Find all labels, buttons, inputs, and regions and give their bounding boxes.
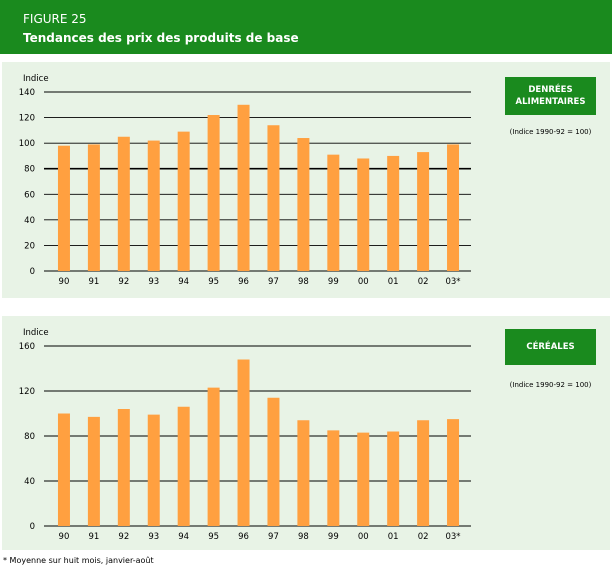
- chart-cereals: Indice 0 40 80 120 160 90 91 92 93 94 95 96 97 98 99 00 0…: [19, 328, 471, 542]
- bar-91: [87, 144, 100, 271]
- bar-02: [417, 152, 430, 271]
- x-tick-label: 97: [268, 532, 279, 542]
- x-tick-label: 03*: [445, 277, 460, 287]
- bar-93: [147, 140, 160, 271]
- bar-94: [177, 131, 190, 271]
- x-tick-label: 95: [208, 532, 219, 542]
- y-tick-label: 40: [24, 477, 35, 487]
- y-tick-label: 0: [30, 267, 35, 277]
- x-tick-label: 99: [328, 277, 339, 287]
- bar-97: [267, 125, 280, 271]
- footnote: * Moyenne sur huit mois, janvier-août: [3, 556, 154, 565]
- y-tick-label: 20: [24, 241, 35, 251]
- y-axis-label: Indice: [23, 328, 49, 338]
- bar-98: [297, 420, 310, 526]
- bar-95: [207, 115, 220, 271]
- bar-00: [357, 432, 370, 526]
- figure-title: Tendances des prix des produits de base: [23, 31, 299, 45]
- figure-number: FIGURE 25: [23, 12, 87, 26]
- x-tick-label: 02: [418, 277, 429, 287]
- x-tick-label: 94: [178, 277, 189, 287]
- bar-96: [237, 359, 250, 526]
- y-tick-label: 80: [24, 432, 35, 442]
- x-tick-label: 97: [268, 277, 279, 287]
- figure-header: FIGURE 25 Tendances des prix des produit…: [0, 0, 612, 54]
- x-tick-label: 91: [88, 277, 99, 287]
- bar-90: [57, 413, 70, 526]
- x-tick-label: 98: [298, 277, 309, 287]
- bar-00: [357, 158, 370, 271]
- x-tick-label: 03*: [445, 532, 460, 542]
- x-tick-label: 91: [88, 532, 99, 542]
- y-tick-label: 80: [24, 165, 35, 175]
- x-tick-label: 98: [298, 532, 309, 542]
- x-tick-label: 92: [118, 532, 129, 542]
- bar-01: [387, 155, 400, 271]
- chart-panel-cereals: Indice 0 40 80 120 160 90 91 92 93 94 95 96 97 98 99 00 0…: [2, 316, 610, 550]
- x-tick-label: 01: [388, 532, 399, 542]
- y-tick-label: 140: [19, 88, 35, 98]
- chart-panel-food: Indice 0 20 40 60 80 100 120 140 90 91 92 93 94 95 96 97…: [2, 62, 610, 298]
- y-tick-label: 40: [24, 216, 35, 226]
- bar-01: [387, 431, 400, 526]
- x-tick-label: 96: [238, 532, 249, 542]
- x-tick-label: 00: [358, 277, 369, 287]
- chart-title-cereals: CÉRÉALES: [505, 329, 596, 365]
- bar-97: [267, 397, 280, 526]
- x-tick-label: 00: [358, 532, 369, 542]
- y-tick-label: 0: [30, 522, 35, 532]
- x-tick-label: 99: [328, 532, 339, 542]
- x-tick-label: 93: [148, 532, 159, 542]
- bar-93: [147, 414, 160, 526]
- y-tick-label: 60: [24, 190, 35, 200]
- x-tick-label: 92: [118, 277, 129, 287]
- chart-note-cereals: (Indice 1990-92 = 100): [509, 381, 592, 389]
- bar-02: [417, 420, 430, 526]
- bar-99: [327, 154, 340, 271]
- x-tick-label: 01: [388, 277, 399, 287]
- y-tick-label: 160: [19, 342, 35, 352]
- y-tick-label: 100: [19, 139, 35, 149]
- bar-95: [207, 387, 220, 526]
- chart-title-food: DENRÉES ALIMENTAIRES: [505, 77, 596, 115]
- x-tick-label: 94: [178, 532, 189, 542]
- chart-note-food: (Indice 1990-92 = 100): [509, 128, 592, 136]
- bar-91: [87, 416, 100, 526]
- bar-98: [297, 138, 310, 271]
- x-tick-label: 90: [59, 277, 70, 287]
- bar-96: [237, 104, 250, 272]
- x-tick-label: 02: [418, 532, 429, 542]
- y-tick-label: 120: [19, 387, 35, 397]
- x-tick-label: 96: [238, 277, 249, 287]
- bar-90: [57, 145, 70, 271]
- bar-03*: [447, 144, 460, 271]
- x-tick-label: 90: [59, 532, 70, 542]
- bar-92: [117, 409, 130, 526]
- x-tick-label: 95: [208, 277, 219, 287]
- bar-03*: [447, 419, 460, 526]
- bar-92: [117, 136, 130, 271]
- x-tick-label: 93: [148, 277, 159, 287]
- y-tick-label: 120: [19, 114, 35, 124]
- bar-99: [327, 430, 340, 526]
- y-axis-label: Indice: [23, 74, 49, 84]
- bar-94: [177, 406, 190, 526]
